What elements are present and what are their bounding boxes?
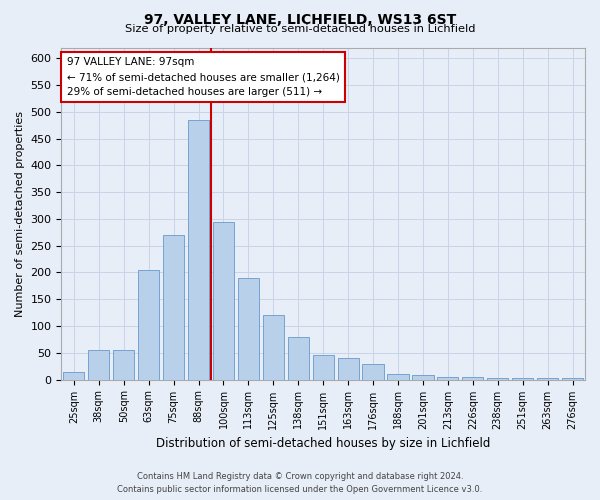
Bar [113, 350, 134, 380]
Text: 97 VALLEY LANE: 97sqm
← 71% of semi-detached houses are smaller (1,264)
29% of s: 97 VALLEY LANE: 97sqm ← 71% of semi-deta… [67, 58, 340, 97]
Text: Size of property relative to semi-detached houses in Lichfield: Size of property relative to semi-detach… [125, 24, 475, 34]
Bar [562, 378, 583, 380]
Bar [412, 376, 434, 380]
Bar [362, 364, 383, 380]
Bar [313, 356, 334, 380]
Bar [63, 372, 85, 380]
Bar [188, 120, 209, 380]
Bar [163, 235, 184, 380]
Bar [338, 358, 359, 380]
Bar [388, 374, 409, 380]
Bar [287, 336, 309, 380]
X-axis label: Distribution of semi-detached houses by size in Lichfield: Distribution of semi-detached houses by … [156, 437, 490, 450]
Text: 97, VALLEY LANE, LICHFIELD, WS13 6ST: 97, VALLEY LANE, LICHFIELD, WS13 6ST [144, 12, 456, 26]
Bar [462, 377, 484, 380]
Bar [238, 278, 259, 380]
Bar [213, 222, 234, 380]
Bar [88, 350, 109, 380]
Bar [512, 378, 533, 380]
Bar [537, 378, 558, 380]
Bar [263, 316, 284, 380]
Bar [138, 270, 159, 380]
Bar [437, 377, 458, 380]
Bar [487, 378, 508, 380]
Y-axis label: Number of semi-detached properties: Number of semi-detached properties [15, 110, 25, 316]
Text: Contains HM Land Registry data © Crown copyright and database right 2024.
Contai: Contains HM Land Registry data © Crown c… [118, 472, 482, 494]
